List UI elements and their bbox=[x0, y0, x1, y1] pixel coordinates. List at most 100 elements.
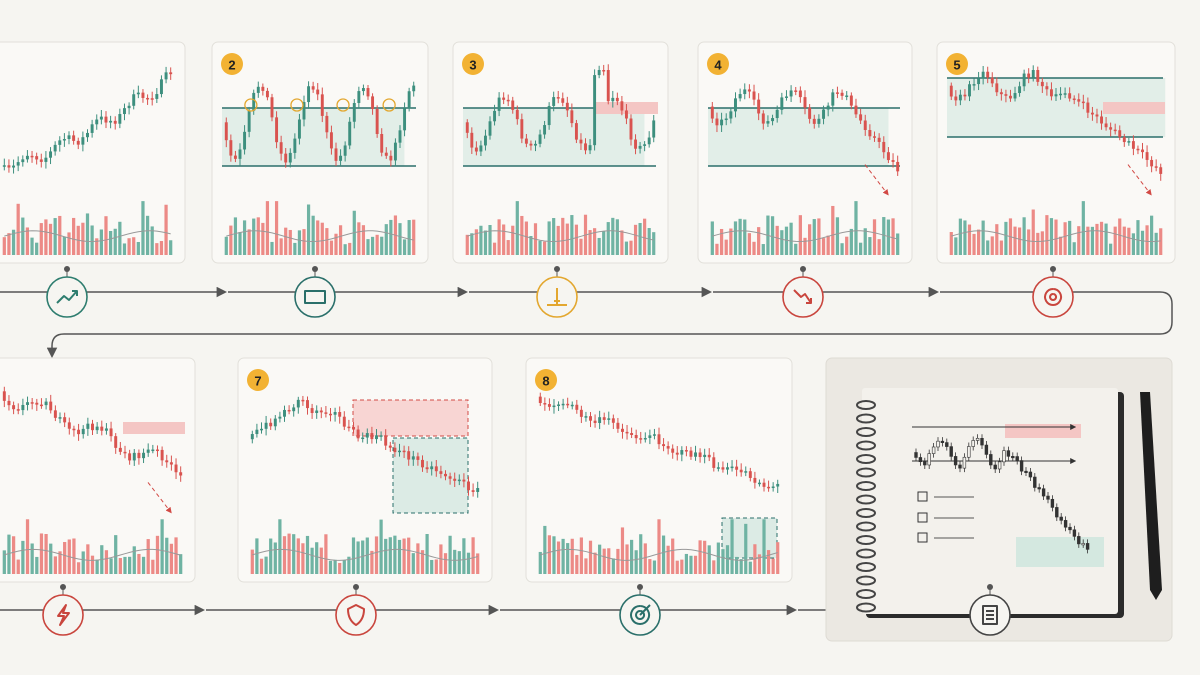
candle-body bbox=[735, 466, 739, 470]
candle-body bbox=[310, 408, 314, 414]
candle-body bbox=[365, 433, 369, 438]
candle-body bbox=[538, 396, 542, 404]
candle-body bbox=[859, 114, 863, 121]
sketch-body bbox=[1033, 476, 1037, 488]
volume-bar bbox=[511, 225, 515, 255]
volume-bar bbox=[1072, 242, 1076, 255]
candle-body bbox=[817, 118, 821, 124]
candle-body bbox=[986, 71, 990, 78]
candle-body bbox=[743, 89, 747, 95]
volume-bar bbox=[250, 549, 254, 574]
candle-body bbox=[292, 407, 296, 412]
volume-bar bbox=[1127, 227, 1131, 255]
candle-body bbox=[652, 434, 656, 436]
volume-bar bbox=[752, 241, 756, 255]
volume-bar bbox=[1031, 209, 1035, 255]
candle-body bbox=[462, 479, 466, 482]
candle-body bbox=[72, 428, 76, 431]
sketch-body bbox=[989, 454, 993, 466]
chart-panel: 5 bbox=[936, 41, 1176, 264]
volume-bar bbox=[666, 545, 670, 574]
range-zone bbox=[222, 108, 405, 166]
projection-arrow bbox=[147, 482, 172, 514]
volume-bar bbox=[374, 536, 379, 574]
candle-body bbox=[715, 118, 719, 126]
volume-bar bbox=[882, 217, 886, 255]
volume-bar bbox=[710, 221, 714, 255]
volume-bar bbox=[255, 538, 259, 574]
candle-body bbox=[1081, 101, 1085, 104]
icon-glyph bbox=[56, 290, 78, 304]
volume-bar bbox=[744, 523, 748, 574]
candle-body bbox=[279, 142, 283, 154]
candle-body bbox=[319, 410, 323, 413]
step-number: 4 bbox=[714, 58, 722, 73]
volume-bar bbox=[434, 559, 438, 574]
volume-bar bbox=[639, 534, 643, 574]
volume-bar bbox=[602, 548, 606, 574]
volume-bar bbox=[238, 232, 242, 255]
candle-body bbox=[565, 102, 569, 111]
candle-body bbox=[109, 120, 113, 123]
candle-body bbox=[343, 145, 347, 156]
candle-body bbox=[30, 402, 34, 404]
candle-body bbox=[726, 467, 729, 470]
candle-body bbox=[835, 92, 839, 94]
candle-body bbox=[630, 433, 634, 435]
volume-bar bbox=[242, 220, 247, 255]
volume-bar bbox=[739, 559, 743, 574]
volume-bar bbox=[821, 238, 826, 255]
candle-body bbox=[44, 401, 48, 406]
volume-bar bbox=[524, 221, 528, 255]
candle-body bbox=[58, 417, 62, 419]
volume-bar bbox=[995, 224, 999, 255]
volume-bar bbox=[579, 238, 583, 255]
candle-body bbox=[155, 94, 159, 99]
candle-body bbox=[25, 155, 29, 160]
volume-bar bbox=[620, 527, 625, 574]
volume-bar bbox=[233, 217, 238, 255]
sketch-body bbox=[1019, 460, 1024, 472]
candle-body bbox=[615, 97, 619, 102]
candle-body bbox=[1068, 93, 1072, 99]
candle-body bbox=[1109, 127, 1113, 130]
candle-body bbox=[302, 102, 306, 120]
volume-bar bbox=[488, 225, 492, 255]
volume-bar bbox=[963, 220, 967, 255]
candle-body bbox=[49, 401, 53, 411]
volume-bar bbox=[840, 243, 844, 255]
candle-body bbox=[474, 147, 478, 152]
candle-body bbox=[854, 105, 858, 115]
candle-body bbox=[296, 399, 300, 408]
volume-bar bbox=[789, 222, 793, 255]
candle-body bbox=[109, 428, 113, 437]
candle-body bbox=[324, 412, 328, 414]
candle-body bbox=[694, 452, 697, 457]
icon-glyph bbox=[57, 604, 70, 626]
volume-bar bbox=[1022, 217, 1026, 255]
candle-body bbox=[730, 466, 734, 469]
volume-bar bbox=[315, 542, 319, 574]
volume-bar bbox=[766, 550, 771, 574]
volume-bar bbox=[689, 555, 693, 574]
volume-average bbox=[4, 548, 181, 561]
candle-body bbox=[357, 91, 361, 104]
volume-bar bbox=[707, 545, 711, 574]
volume-bar bbox=[49, 543, 53, 574]
volume-bar bbox=[574, 224, 579, 255]
candle-body bbox=[999, 92, 1003, 95]
volume-bar bbox=[547, 535, 552, 574]
volume-bar bbox=[502, 224, 506, 255]
sketch-body bbox=[953, 456, 958, 466]
candle-body bbox=[493, 110, 497, 122]
candle-body bbox=[264, 422, 268, 429]
candle-body bbox=[388, 445, 392, 448]
volume-bar bbox=[7, 233, 11, 255]
volume-bar bbox=[127, 238, 131, 255]
checkbox bbox=[917, 491, 928, 502]
candle-body bbox=[63, 417, 67, 423]
candle-body bbox=[393, 447, 397, 453]
spiral-ring bbox=[856, 454, 876, 464]
candle-body bbox=[329, 413, 332, 416]
candle-body bbox=[1131, 141, 1135, 149]
